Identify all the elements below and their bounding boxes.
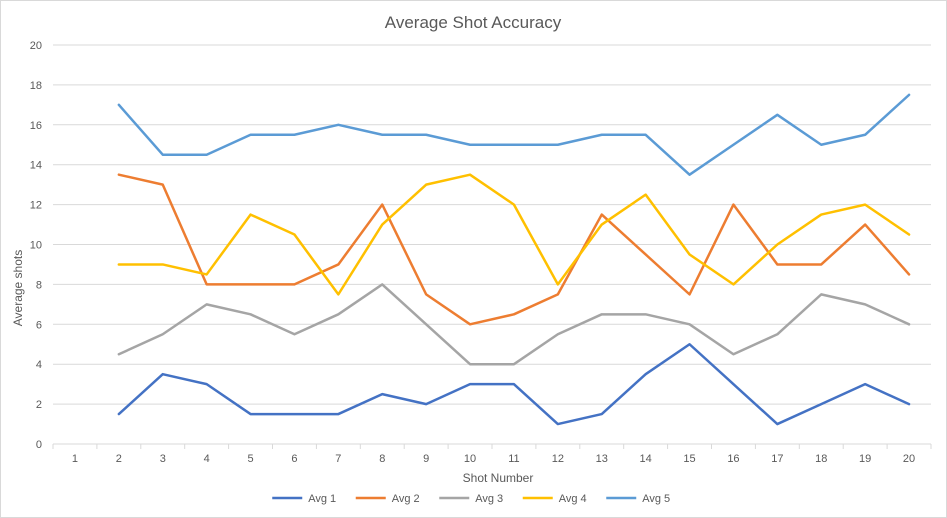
y-tick-label: 0 (36, 439, 42, 451)
x-tick-label: 2 (116, 453, 122, 465)
x-tick-label: 8 (379, 453, 385, 465)
series-line-avg-2 (117, 173, 911, 326)
legend-label: Avg 1 (308, 493, 336, 505)
y-tick-label: 4 (36, 359, 42, 371)
legend-label: Avg 5 (642, 493, 670, 505)
x-axis: 1 2 3 4 5 6 7 8 9 10 11 12 13 14 15 16 17 18 19 20 (52, 444, 932, 465)
legend-item: Avg 4 (522, 493, 587, 505)
legend: Avg 1 Avg 2 Avg 3 Avg 4 Avg 5 (272, 493, 670, 505)
legend-item: Avg 5 (606, 493, 670, 505)
x-tick-label: 15 (683, 453, 695, 465)
x-tick-label: 16 (727, 453, 739, 465)
x-tick-label: 5 (247, 453, 253, 465)
x-tick-label: 14 (640, 453, 652, 465)
x-tick-label: 20 (903, 453, 915, 465)
y-tick-label: 18 (30, 80, 42, 92)
x-tick-label: 12 (552, 453, 564, 465)
x-tick-label: 18 (815, 453, 827, 465)
x-tick-label: 6 (291, 453, 297, 465)
series-line-avg-5 (117, 93, 911, 176)
x-tick-label: 11 (508, 453, 519, 465)
x-axis-title: Shot Number (463, 471, 534, 485)
x-tick-label: 9 (423, 453, 429, 465)
y-tick-label: 10 (30, 240, 42, 252)
series-line-avg-4 (117, 173, 911, 296)
y-tick-label: 8 (36, 279, 42, 291)
x-tick-label: 10 (464, 453, 476, 465)
y-tick-label: 12 (30, 200, 42, 212)
series-lines (117, 93, 911, 426)
legend-label: Avg 2 (392, 493, 420, 505)
x-tick-label: 4 (204, 453, 210, 465)
legend-item: Avg 2 (355, 493, 420, 505)
y-tick-label: 16 (30, 120, 42, 132)
y-axis: 0 2 4 6 8 10 12 14 16 18 20 (30, 40, 42, 451)
x-tick-label: 17 (771, 453, 783, 465)
legend-item: Avg 3 (439, 493, 503, 505)
y-tick-label: 2 (36, 399, 42, 411)
legend-item: Avg 1 (272, 493, 336, 505)
gridlines (53, 44, 931, 445)
x-tick-label: 3 (160, 453, 166, 465)
legend-label: Avg 3 (475, 493, 503, 505)
legend-label: Avg 4 (559, 493, 587, 505)
y-axis-title: Average shots (11, 250, 25, 327)
y-tick-label: 6 (36, 319, 42, 331)
x-tick-label: 19 (859, 453, 871, 465)
x-tick-label: 1 (72, 453, 78, 465)
y-tick-label: 20 (30, 40, 42, 52)
x-tick-label: 7 (335, 453, 341, 465)
x-tick-label: 13 (596, 453, 608, 465)
chart-title: Average Shot Accuracy (385, 13, 562, 32)
y-tick-label: 14 (30, 160, 42, 172)
